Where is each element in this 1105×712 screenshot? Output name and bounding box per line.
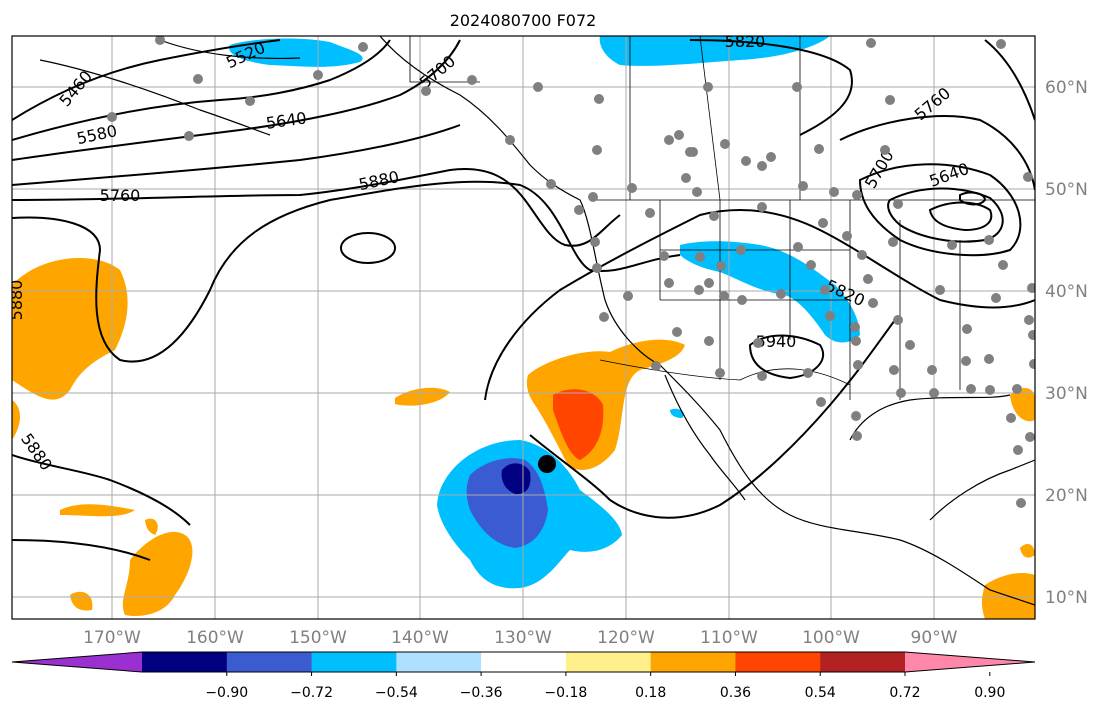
map-frame <box>11 35 1036 620</box>
svg-text:5820: 5820 <box>725 32 766 51</box>
svg-text:140°W: 140°W <box>391 628 449 648</box>
svg-text:90°W: 90°W <box>911 628 958 648</box>
colorbar-extend-high <box>905 652 1035 672</box>
figure-title: 2024080700 F072 <box>450 11 597 30</box>
colorbar: −0.90 −0.72 −0.54 −0.36 −0.18 0.18 0.36 0.54 0.7… <box>11 651 1036 701</box>
svg-text:60°N: 60°N <box>1045 78 1088 98</box>
colorbar-tick-label: −0.36 <box>460 685 503 701</box>
colorbar-tick-label: −0.90 <box>205 685 248 701</box>
svg-text:170°W: 170°W <box>83 628 141 648</box>
colorbar-tick-label: −0.18 <box>544 685 587 701</box>
colorbar-tick-label: 0.18 <box>635 685 666 701</box>
svg-text:130°W: 130°W <box>494 628 552 648</box>
colorbar-tick-label: 0.90 <box>974 685 1005 701</box>
svg-text:120°W: 120°W <box>597 628 655 648</box>
colorbar-tick-label: 0.36 <box>720 685 751 701</box>
colorbar-segment <box>565 652 652 672</box>
colorbar-segment <box>396 652 482 672</box>
colorbar-tick-label: −0.72 <box>290 685 333 701</box>
colorbar-tick-label: −0.54 <box>375 685 418 701</box>
colorbar-segment <box>820 652 906 672</box>
station-markers <box>107 36 1035 508</box>
colorbar-segment <box>735 652 821 672</box>
coastlines <box>39 36 1035 606</box>
svg-text:150°W: 150°W <box>289 628 347 648</box>
colorbar-tick-label: 0.54 <box>805 685 836 701</box>
svg-text:50°N: 50°N <box>1045 180 1088 200</box>
svg-text:110°W: 110°W <box>700 628 758 648</box>
storm-center-marker <box>538 455 556 473</box>
svg-text:20°N: 20°N <box>1045 486 1088 506</box>
height-contours <box>12 39 1035 561</box>
svg-text:40°N: 40°N <box>1045 282 1088 302</box>
colorbar-extend-low <box>12 652 142 672</box>
svg-text:160°W: 160°W <box>186 628 244 648</box>
colorbar-segment <box>650 652 736 672</box>
svg-text:100°W: 100°W <box>802 628 860 648</box>
graticule <box>12 36 1035 619</box>
colorbar-tick-label: 0.72 <box>889 685 920 701</box>
svg-text:5760: 5760 <box>100 186 141 205</box>
svg-text:5880: 5880 <box>7 280 26 321</box>
colorbar-segment <box>311 652 397 672</box>
longitude-ticks: 170°W 160°W 150°W 140°W 130°W 120°W 110°… <box>83 628 958 648</box>
colorbar-segment <box>142 652 228 672</box>
svg-text:30°N: 30°N <box>1045 384 1088 404</box>
svg-text:5940: 5940 <box>756 332 797 351</box>
colorbar-segment <box>481 652 567 672</box>
colorbar-outline <box>11 651 1036 673</box>
colorbar-segment <box>226 652 313 672</box>
latitude-ticks: 60°N 50°N 40°N 30°N 20°N 10°N <box>1045 78 1088 608</box>
map-panel: 5460 5520 5580 5640 5700 5760 5820 5880 … <box>7 32 1035 619</box>
svg-text:10°N: 10°N <box>1045 588 1088 608</box>
